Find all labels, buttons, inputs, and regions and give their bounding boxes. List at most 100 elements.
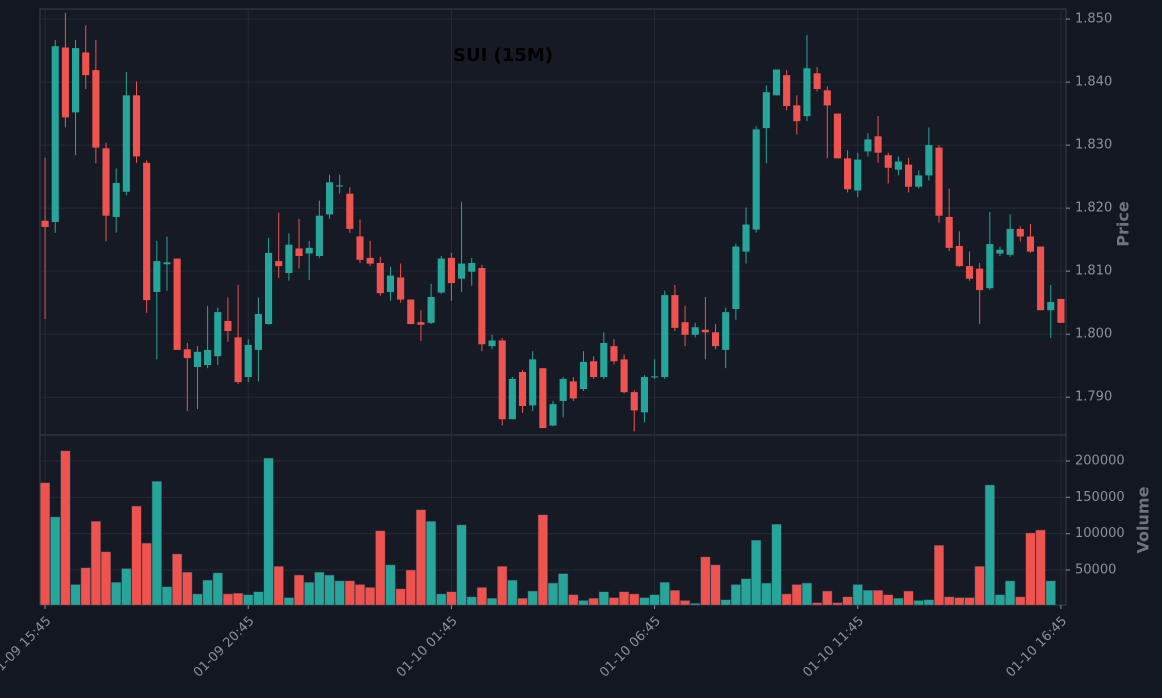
volume-bar — [659, 582, 670, 606]
volume-bar — [730, 584, 741, 606]
candle-body — [488, 340, 496, 347]
candle-body — [590, 361, 598, 378]
candle-body — [742, 224, 750, 252]
volume-bar — [131, 505, 142, 606]
y-tick-label: 1.830 — [1075, 138, 1112, 153]
volume-bar — [222, 593, 233, 606]
volume-bar — [182, 571, 193, 606]
volume-bar — [873, 590, 884, 606]
volume-bar — [385, 564, 396, 606]
volume-bar — [507, 579, 518, 606]
candle-body — [986, 244, 994, 289]
volume-bar — [487, 598, 498, 606]
candle-body — [529, 359, 537, 406]
y-tick-label: 1.840 — [1075, 75, 1112, 90]
volume-bar — [212, 572, 223, 606]
volume-bar — [629, 593, 640, 606]
y-tick-label: 1.810 — [1075, 264, 1112, 279]
candle-body — [579, 361, 588, 389]
volume-bar — [324, 574, 335, 606]
volume-bar — [923, 599, 934, 606]
volume-bar — [994, 594, 1005, 606]
candle-body — [376, 262, 384, 294]
candle-body — [41, 220, 49, 228]
candle-body — [610, 346, 618, 362]
volume-bar — [578, 600, 589, 606]
volume-bar — [984, 484, 995, 606]
candle-body — [336, 185, 344, 187]
volume-bar — [253, 591, 264, 606]
chart-title: SUI (15M) — [453, 45, 553, 66]
candle-body — [976, 268, 984, 291]
candle-body — [71, 48, 80, 113]
volume-bar — [700, 556, 711, 606]
candle-body — [122, 95, 130, 192]
volume-bar — [812, 602, 823, 606]
volume-tick-label: 150000 — [1075, 490, 1125, 505]
volume-bar — [436, 593, 447, 606]
volume-bar — [639, 597, 650, 606]
candle-body — [955, 245, 963, 267]
volume-bar — [476, 587, 487, 606]
candle-body — [569, 381, 577, 399]
candle-body — [640, 377, 648, 413]
candle-body — [82, 52, 90, 76]
candle-body — [437, 258, 445, 293]
candle-body — [620, 359, 628, 393]
volume-bar — [791, 584, 802, 606]
volume-bar — [558, 573, 569, 606]
volume-bar — [90, 521, 101, 606]
volume-bar — [832, 602, 843, 606]
price-panel — [39, 8, 1067, 436]
volume-bar — [680, 600, 691, 606]
volume-bar — [720, 599, 731, 606]
volume-bar — [1005, 580, 1016, 606]
candle-body — [711, 332, 720, 347]
candle-body — [630, 392, 638, 411]
volume-bar — [913, 600, 924, 606]
candle-body — [224, 320, 232, 332]
volume-bar — [50, 516, 61, 606]
candle-body — [468, 262, 476, 272]
volume-bar — [598, 591, 609, 606]
y-tick-label: 1.790 — [1075, 390, 1112, 405]
volume-bar — [283, 597, 294, 606]
candle-body — [823, 90, 831, 106]
candle-body — [315, 215, 323, 257]
candle-body — [661, 295, 669, 378]
candle-body — [925, 145, 933, 176]
candle-body — [132, 95, 141, 157]
candle-body — [935, 147, 943, 216]
volume-bar — [70, 584, 81, 606]
volume-bar — [547, 582, 559, 606]
candle-body — [864, 139, 872, 152]
volume-bar — [192, 593, 203, 606]
volume-bar — [588, 598, 599, 606]
y-axis-label: Price — [1114, 201, 1133, 247]
volume-bar — [690, 603, 701, 606]
candle-body — [346, 193, 354, 229]
candle-body — [772, 69, 781, 96]
volume-tick-label: 200000 — [1075, 454, 1125, 469]
volume-bar — [40, 482, 51, 606]
volume-bar — [294, 574, 305, 606]
volume-bar — [395, 588, 406, 606]
volume-bar — [822, 590, 833, 606]
volume-bar — [365, 587, 376, 606]
volume-bar — [761, 582, 772, 606]
candle-body — [752, 129, 760, 230]
candle-body — [884, 155, 892, 168]
y-tick-label: 1.850 — [1075, 12, 1112, 27]
candle-body — [651, 376, 659, 378]
candle-body — [397, 277, 405, 300]
volume-tick-label: 100000 — [1075, 526, 1125, 541]
candle-body — [183, 349, 191, 359]
candle-body — [833, 113, 841, 159]
candle-body — [681, 322, 689, 335]
candle-body — [518, 371, 527, 407]
candle-body — [874, 136, 882, 153]
candle-body — [559, 378, 567, 401]
volume-bar — [172, 553, 183, 606]
candle-body — [163, 262, 171, 265]
volume-bar — [862, 590, 873, 606]
